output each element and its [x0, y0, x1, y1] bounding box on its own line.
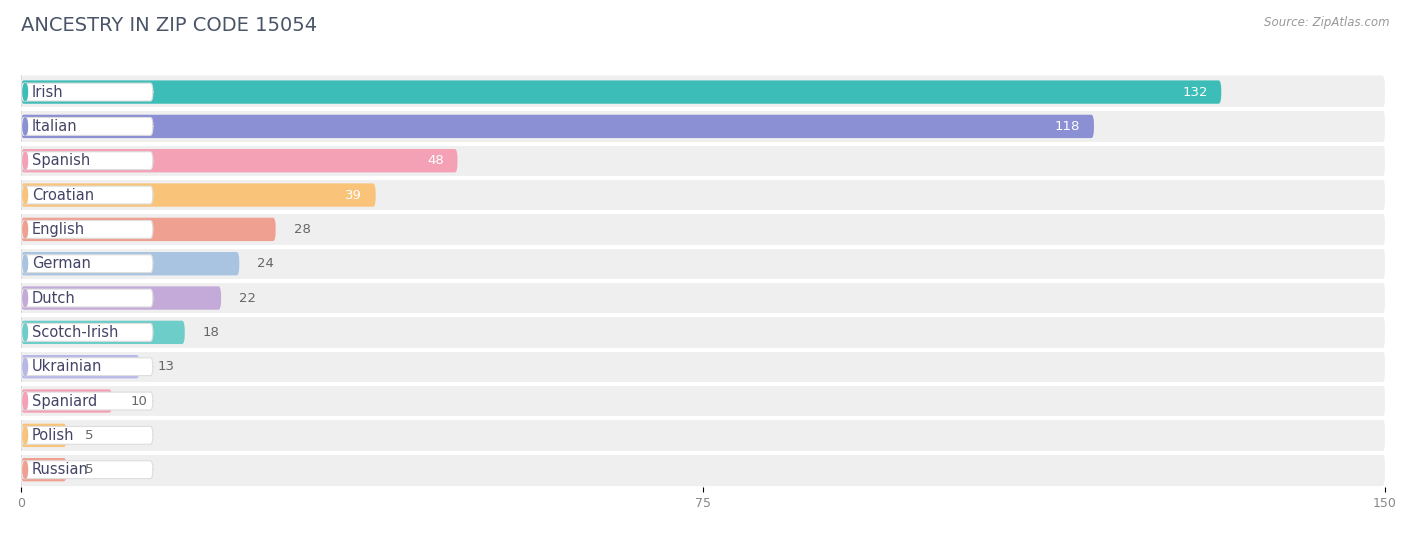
FancyBboxPatch shape — [21, 149, 457, 172]
FancyBboxPatch shape — [21, 286, 221, 310]
Circle shape — [22, 255, 28, 272]
Text: Russian: Russian — [32, 462, 89, 477]
FancyBboxPatch shape — [21, 281, 1385, 315]
Text: 132: 132 — [1182, 86, 1208, 98]
Text: Croatian: Croatian — [32, 188, 94, 203]
FancyBboxPatch shape — [21, 218, 276, 241]
FancyBboxPatch shape — [21, 320, 184, 344]
FancyBboxPatch shape — [21, 424, 66, 447]
Text: Italian: Italian — [32, 119, 77, 134]
Text: Scotch-Irish: Scotch-Irish — [32, 325, 118, 340]
FancyBboxPatch shape — [21, 252, 239, 276]
Text: 28: 28 — [294, 223, 311, 236]
Circle shape — [22, 118, 28, 135]
FancyBboxPatch shape — [21, 355, 139, 378]
FancyBboxPatch shape — [21, 83, 153, 101]
Text: 18: 18 — [202, 326, 219, 339]
Text: 10: 10 — [131, 394, 148, 408]
FancyBboxPatch shape — [21, 458, 66, 482]
FancyBboxPatch shape — [21, 152, 153, 170]
FancyBboxPatch shape — [21, 114, 1094, 138]
Circle shape — [22, 152, 28, 169]
Text: Dutch: Dutch — [32, 291, 76, 305]
FancyBboxPatch shape — [21, 385, 1385, 417]
Text: Spaniard: Spaniard — [32, 394, 97, 409]
Text: 24: 24 — [257, 257, 274, 270]
FancyBboxPatch shape — [21, 419, 1385, 452]
FancyBboxPatch shape — [21, 118, 153, 135]
FancyBboxPatch shape — [21, 324, 153, 341]
FancyBboxPatch shape — [21, 389, 112, 412]
Text: Ukrainian: Ukrainian — [32, 359, 103, 374]
Circle shape — [22, 358, 28, 375]
Text: Irish: Irish — [32, 85, 63, 100]
FancyBboxPatch shape — [21, 213, 1385, 246]
Text: German: German — [32, 256, 91, 271]
Text: Polish: Polish — [32, 428, 75, 443]
FancyBboxPatch shape — [21, 179, 1385, 211]
FancyBboxPatch shape — [21, 289, 153, 307]
FancyBboxPatch shape — [21, 453, 1385, 486]
FancyBboxPatch shape — [21, 255, 153, 273]
Text: English: English — [32, 222, 86, 237]
FancyBboxPatch shape — [21, 461, 153, 479]
FancyBboxPatch shape — [21, 186, 153, 204]
FancyBboxPatch shape — [21, 426, 153, 444]
Circle shape — [22, 187, 28, 204]
Text: 39: 39 — [344, 188, 363, 202]
FancyBboxPatch shape — [21, 316, 1385, 349]
FancyBboxPatch shape — [21, 75, 1385, 109]
FancyBboxPatch shape — [21, 184, 375, 207]
Text: 5: 5 — [84, 463, 93, 476]
Circle shape — [22, 427, 28, 444]
Text: 22: 22 — [239, 292, 256, 304]
Circle shape — [22, 324, 28, 341]
Circle shape — [22, 393, 28, 410]
Circle shape — [22, 289, 28, 307]
Text: 118: 118 — [1054, 120, 1080, 133]
FancyBboxPatch shape — [21, 144, 1385, 177]
Text: 13: 13 — [157, 360, 174, 373]
Circle shape — [22, 221, 28, 238]
FancyBboxPatch shape — [21, 392, 153, 410]
FancyBboxPatch shape — [21, 220, 153, 238]
FancyBboxPatch shape — [21, 80, 1222, 104]
Text: ANCESTRY IN ZIP CODE 15054: ANCESTRY IN ZIP CODE 15054 — [21, 16, 318, 35]
Text: Source: ZipAtlas.com: Source: ZipAtlas.com — [1264, 16, 1389, 29]
FancyBboxPatch shape — [21, 350, 1385, 383]
Circle shape — [22, 83, 28, 101]
Circle shape — [22, 461, 28, 478]
FancyBboxPatch shape — [21, 110, 1385, 143]
Text: 5: 5 — [84, 429, 93, 442]
Text: 48: 48 — [427, 154, 444, 167]
Text: Spanish: Spanish — [32, 153, 90, 168]
FancyBboxPatch shape — [21, 247, 1385, 280]
FancyBboxPatch shape — [21, 358, 153, 376]
